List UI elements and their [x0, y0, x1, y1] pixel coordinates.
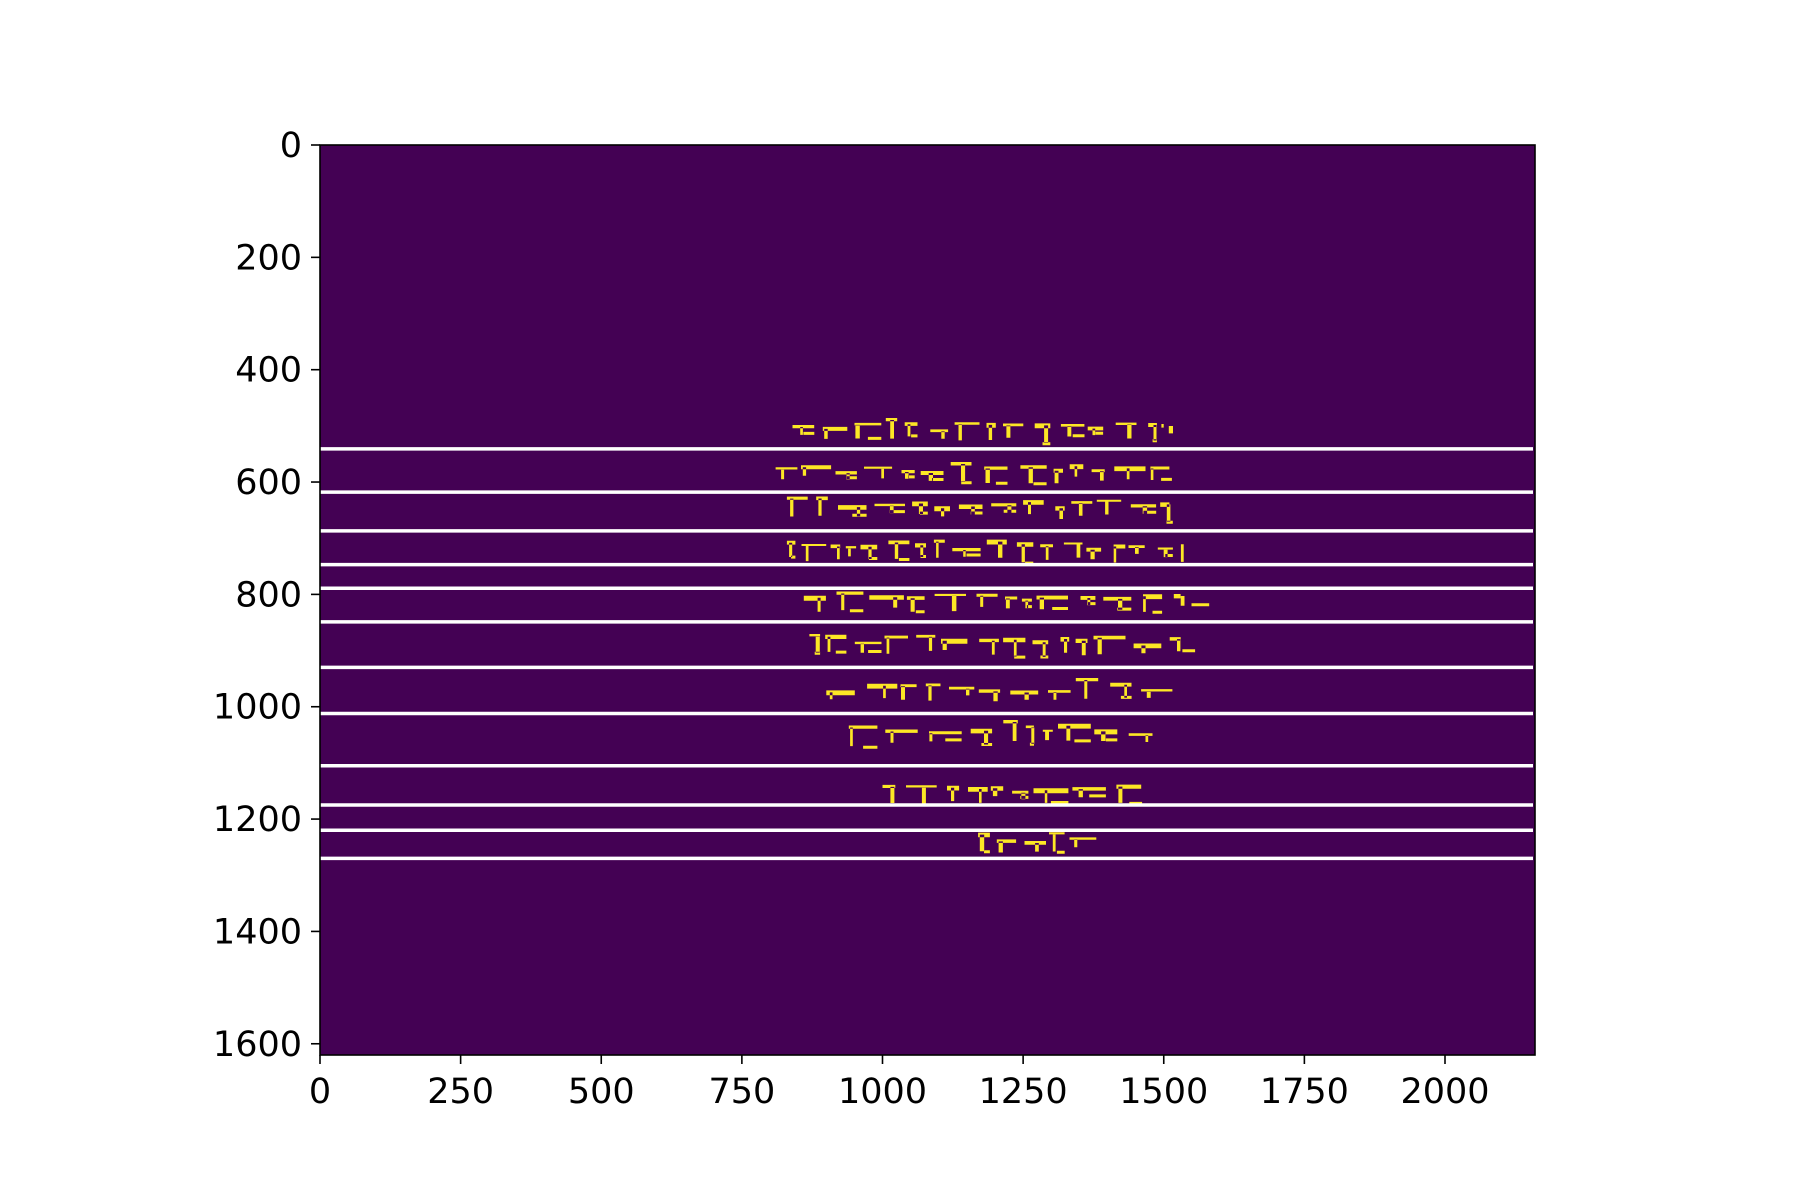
x-axis: 0 250 500 750 1000 1250 1500 1750 2000 — [309, 1055, 1490, 1112]
text-row-3 — [786, 496, 1173, 524]
text-row-glyphs — [826, 678, 1173, 702]
y-tick-label-600: 600 — [235, 463, 302, 503]
y-tick-label-400: 400 — [235, 351, 302, 391]
y-tick-label-0: 0 — [280, 126, 302, 166]
text-row-glyphs — [882, 784, 1143, 806]
y-tick-label-1000: 1000 — [213, 688, 302, 728]
x-tick-label-0: 0 — [309, 1072, 331, 1112]
text-row-glyphs — [786, 496, 1173, 524]
x-tick-label-1000: 1000 — [838, 1072, 927, 1112]
plot-frame — [319, 144, 1536, 1056]
text-row-glyphs — [792, 418, 1173, 446]
text-row-glyphs — [775, 462, 1172, 486]
y-tick-label-1400: 1400 — [213, 912, 302, 952]
text-row-glyphs — [848, 720, 1153, 749]
y-tick-label-800: 800 — [235, 575, 302, 615]
x-tick-label-500: 500 — [568, 1072, 635, 1112]
y-axis: 0 200 400 600 800 1000 1200 1400 1600 — [213, 126, 320, 1065]
text-row-6 — [809, 634, 1196, 659]
text-row-1 — [792, 418, 1173, 446]
text-row-10 — [978, 832, 1097, 854]
text-row-glyphs — [809, 634, 1196, 659]
text-row-8 — [848, 720, 1153, 749]
text-row-glyphs — [978, 832, 1097, 854]
x-tick-label-250: 250 — [427, 1072, 494, 1112]
text-row-5 — [803, 591, 1210, 614]
text-row-7 — [826, 678, 1173, 702]
x-tick-label-2000: 2000 — [1400, 1072, 1489, 1112]
text-row-9 — [882, 784, 1143, 806]
x-tick-label-1500: 1500 — [1119, 1072, 1208, 1112]
x-tick-label-1750: 1750 — [1260, 1072, 1349, 1112]
x-tick-label-750: 750 — [708, 1072, 775, 1112]
y-tick-label-1600: 1600 — [213, 1025, 302, 1065]
text-row-glyphs — [803, 591, 1210, 614]
y-tick-label-200: 200 — [235, 238, 302, 278]
image-background — [320, 145, 1535, 1055]
x-tick-label-1250: 1250 — [979, 1072, 1068, 1112]
y-tick-label-1200: 1200 — [213, 800, 302, 840]
plot-area — [319, 144, 1536, 1056]
text-row-2 — [775, 462, 1172, 486]
